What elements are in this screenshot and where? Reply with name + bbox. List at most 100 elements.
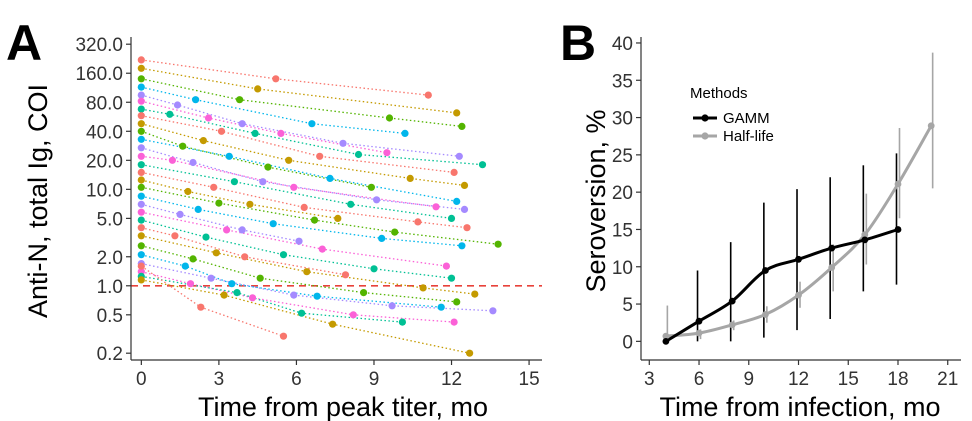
- a-data-point: [264, 163, 272, 171]
- a-series-line: [141, 211, 447, 267]
- a-x-tick-label: 0: [136, 369, 147, 390]
- a-data-point: [383, 149, 391, 157]
- a-data-point: [197, 303, 205, 311]
- a-data-point: [329, 320, 337, 328]
- a-data-point: [137, 200, 145, 208]
- a-data-point: [471, 290, 479, 298]
- a-data-point: [478, 161, 487, 169]
- a-data-point: [360, 289, 368, 297]
- b-data-point: [828, 264, 836, 271]
- b-y-tick-label: 0: [622, 332, 633, 353]
- b-data-point: [828, 244, 836, 252]
- b-x-tick-label: 18: [887, 369, 908, 390]
- a-y-tick-label: 80.0: [86, 93, 123, 114]
- a-y-tick-label: 0.2: [97, 344, 123, 365]
- a-series-line: [141, 94, 460, 157]
- b-y-tick-label: 10: [612, 258, 633, 279]
- b-x-tick-label: 12: [788, 369, 809, 390]
- a-data-point: [349, 311, 357, 319]
- a-data-point: [199, 137, 207, 145]
- a-data-point: [137, 232, 145, 240]
- a-series-line: [141, 186, 499, 245]
- a-data-point: [450, 168, 458, 176]
- a-data-point: [137, 105, 145, 113]
- a-data-point: [463, 224, 471, 232]
- a-data-point: [326, 174, 334, 182]
- a-data-point: [341, 271, 350, 279]
- a-series-line: [141, 275, 403, 323]
- b-data-point: [762, 311, 769, 318]
- a-data-point: [450, 318, 458, 326]
- a-data-point: [181, 262, 189, 270]
- a-data-point: [168, 156, 176, 164]
- a-data-point: [137, 208, 145, 216]
- a-data-point: [437, 303, 445, 311]
- a-data-point: [272, 75, 280, 83]
- a-y-tick-label: 5.0: [97, 209, 123, 230]
- a-data-point: [137, 144, 145, 152]
- a-series-line: [141, 78, 462, 128]
- legend-title: Methods: [690, 85, 748, 102]
- b-data-point: [662, 338, 670, 345]
- a-data-point: [254, 85, 262, 93]
- a-data-point: [137, 135, 145, 143]
- a-x-tick-label: 6: [291, 369, 302, 390]
- a-data-point: [137, 91, 145, 99]
- a-data-point: [210, 183, 218, 191]
- a-y-tick-label: 0.5: [97, 306, 123, 327]
- a-data-point: [236, 96, 244, 104]
- a-data-point: [137, 176, 145, 184]
- a-series-line: [141, 123, 465, 187]
- a-data-point: [230, 178, 238, 186]
- a-y-tick-label: 10.0: [86, 180, 123, 201]
- a-series-line: [141, 179, 338, 220]
- a-data-point: [137, 161, 145, 169]
- a-series-line: [141, 164, 452, 220]
- a-data-point: [318, 245, 326, 253]
- a-data-point: [186, 280, 195, 288]
- a-data-point: [137, 127, 145, 135]
- a-data-point: [391, 228, 399, 236]
- a-data-point: [277, 129, 285, 137]
- b-data-point: [762, 267, 769, 274]
- b-x-axis-title: Time from infection, mo: [659, 392, 940, 421]
- a-series-line: [141, 86, 406, 135]
- a-data-point: [367, 183, 375, 191]
- a-x-ticks: 0 3 6 9 12 15: [136, 360, 540, 390]
- a-data-point: [202, 233, 210, 241]
- a-data-point: [453, 197, 461, 205]
- a-data-point: [414, 218, 422, 226]
- b-y-tick-label: 30: [612, 109, 633, 130]
- a-data-point: [228, 280, 236, 288]
- a-x-tick-label: 15: [519, 369, 540, 390]
- legend-label: GAMM: [723, 110, 770, 127]
- a-data-point: [137, 216, 145, 224]
- a-data-point: [238, 120, 246, 128]
- a-y-ticks: 0.2 0.5 1.0 2.0 5.0 10.0 20.0 40.0 80.0 160.0 320.…: [75, 35, 131, 365]
- a-data-point: [259, 178, 267, 186]
- a-series-line: [141, 59, 429, 96]
- a-series-line: [141, 219, 452, 279]
- a-data-point: [137, 183, 145, 191]
- a-data-point: [447, 274, 456, 282]
- a-data-point: [316, 152, 324, 160]
- a-series-line: [141, 227, 346, 276]
- a-data-point: [460, 181, 469, 189]
- a-series-line: [141, 67, 457, 114]
- a-data-point: [184, 187, 192, 196]
- a-y-tick-label: 1.0: [97, 277, 123, 298]
- a-data-point: [179, 142, 187, 150]
- b-y-tick-label: 25: [612, 146, 633, 167]
- b-y-tick-label: 40: [612, 34, 633, 55]
- b-y-tick-label: 20: [612, 183, 633, 204]
- a-data-point: [194, 205, 202, 213]
- a-data-point: [290, 183, 298, 191]
- b-data-point: [894, 180, 902, 188]
- a-data-point: [223, 226, 231, 234]
- a-data-point: [137, 152, 145, 160]
- b-points-layer: [662, 122, 935, 345]
- a-data-point: [290, 291, 298, 299]
- a-data-point: [300, 203, 308, 211]
